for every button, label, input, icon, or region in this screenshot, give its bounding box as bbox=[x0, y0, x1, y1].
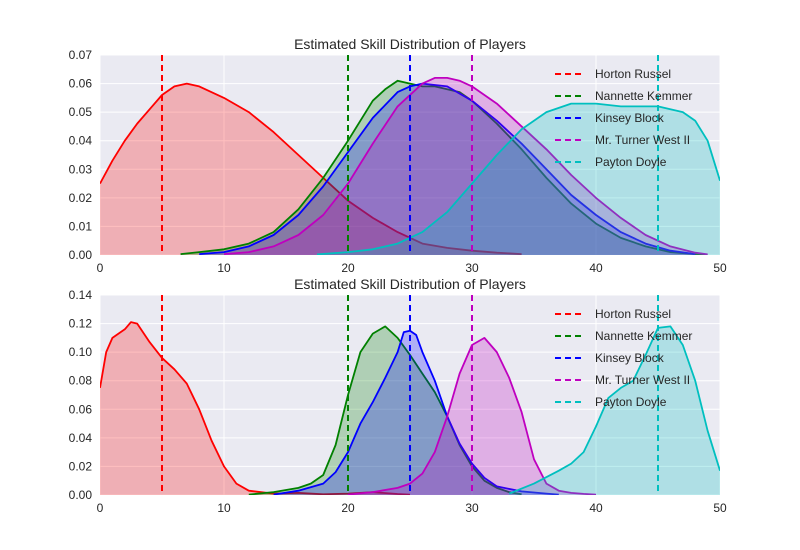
x-tick-label: 50 bbox=[713, 501, 727, 515]
chart-panel-1: 0 10 20 30 40 50 0.00 0.01 0.02 0.03 0.04 0.05 0.06 0… bbox=[69, 36, 727, 275]
series-area-2 bbox=[180, 80, 708, 255]
series-area-5 bbox=[509, 326, 720, 495]
x-tick-label: 40 bbox=[589, 261, 603, 275]
series-line-5 bbox=[316, 102, 720, 255]
legend-label: Mr. Turner West II bbox=[595, 373, 690, 387]
y-tick-label: 0.04 bbox=[69, 134, 93, 148]
y-tick-label: 0.06 bbox=[69, 402, 93, 416]
series-line-1 bbox=[100, 82, 522, 255]
legend-label: Payton Doyle bbox=[595, 155, 667, 169]
y-tick-label: 0.00 bbox=[69, 248, 93, 262]
legend-label: Kinsey Block bbox=[595, 351, 665, 365]
x-tick-label: 30 bbox=[465, 261, 479, 275]
y-tick-label: 0.05 bbox=[69, 105, 93, 119]
legend-label: Nannette Kemmer bbox=[595, 89, 692, 103]
legend: Horton Russel Nannette Kemmer Kinsey Block… bbox=[555, 307, 692, 409]
chart-title: Estimated Skill Distribution of Players bbox=[294, 36, 526, 52]
legend-label: Horton Russel bbox=[595, 307, 671, 321]
legend: Horton Russel Nannette Kemmer Kinsey Block… bbox=[555, 67, 692, 169]
series-line-3 bbox=[273, 329, 559, 495]
x-tick-label: 10 bbox=[217, 501, 231, 515]
legend-label: Nannette Kemmer bbox=[595, 329, 692, 343]
x-tick-label: 0 bbox=[97, 501, 104, 515]
chart-panel-2: 0 10 20 30 40 50 0.00 0.02 0.04 0.06 0.08 0.10 0.12 0… bbox=[69, 276, 727, 515]
y-tick-label: 0.02 bbox=[69, 191, 93, 205]
x-tick-label: 40 bbox=[589, 501, 603, 515]
y-tick-label: 0.03 bbox=[69, 162, 93, 176]
y-tick-label: 0.04 bbox=[69, 431, 93, 445]
series-area-3 bbox=[199, 83, 696, 255]
x-tick-label: 10 bbox=[217, 261, 231, 275]
series-line-1 bbox=[100, 321, 411, 495]
y-tick-label: 0.02 bbox=[69, 459, 93, 473]
x-tick-label: 20 bbox=[341, 261, 355, 275]
series-line-4 bbox=[347, 337, 597, 495]
series-area-1 bbox=[100, 322, 410, 495]
legend-label: Mr. Turner West II bbox=[595, 133, 690, 147]
legend-label: Horton Russel bbox=[595, 67, 671, 81]
y-tick-label: 0.01 bbox=[69, 219, 93, 233]
series-area-2 bbox=[248, 326, 522, 495]
series-line-2 bbox=[180, 79, 708, 255]
y-tick-label: 0.06 bbox=[69, 77, 93, 91]
chart-title: Estimated Skill Distribution of Players bbox=[294, 276, 526, 292]
series-area-3 bbox=[273, 330, 559, 495]
x-tick-label: 50 bbox=[713, 261, 727, 275]
series-line-5 bbox=[508, 325, 720, 495]
y-tick-label: 0.00 bbox=[69, 488, 93, 502]
y-tick-label: 0.07 bbox=[69, 48, 93, 62]
legend-label: Payton Doyle bbox=[595, 395, 667, 409]
y-tick-label: 0.10 bbox=[69, 345, 93, 359]
x-tick-label: 20 bbox=[341, 501, 355, 515]
y-tick-label: 0.08 bbox=[69, 374, 93, 388]
x-tick-label: 0 bbox=[97, 261, 104, 275]
series-area-1 bbox=[100, 83, 522, 255]
x-tick-label: 30 bbox=[465, 501, 479, 515]
legend-label: Kinsey Block bbox=[595, 111, 665, 125]
series-area-5 bbox=[317, 103, 720, 255]
series-line-3 bbox=[199, 82, 696, 255]
series-line-4 bbox=[223, 77, 708, 255]
series-area-4 bbox=[224, 77, 708, 255]
y-tick-label: 0.14 bbox=[69, 288, 93, 302]
y-tick-label: 0.12 bbox=[69, 317, 93, 331]
series-line-2 bbox=[248, 325, 522, 495]
